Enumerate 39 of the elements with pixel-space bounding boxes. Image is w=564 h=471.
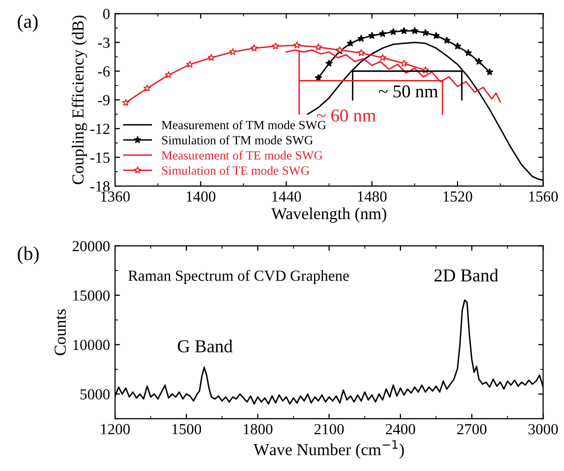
x-tick-label: 2100 <box>314 424 344 434</box>
annotation: 2D Band <box>434 268 498 282</box>
y-tick-label: 15000 <box>73 290 110 301</box>
legend-label: Measurement of TE mode SWG <box>162 150 322 160</box>
y-tick-label: -3 <box>98 38 110 48</box>
x-tick-label: 1480 <box>358 191 387 202</box>
y-tick-label: -18 <box>90 181 110 192</box>
y-tick-label: -12 <box>90 124 110 134</box>
y-tick-label: 20000 <box>72 241 110 252</box>
legend-label: Simulation of TM mode SWG <box>162 136 313 144</box>
x-tick-label: 1200 <box>101 424 130 434</box>
text: (a) <box>18 14 38 32</box>
x-tick-label: 3000 <box>528 424 558 434</box>
y-axis-title: Counts <box>54 309 66 356</box>
annotation: ~ 50 nm <box>378 85 438 98</box>
x-tick-label: 1360 <box>101 191 130 202</box>
x-tick-label: 1440 <box>272 191 301 202</box>
y-tick-label: -15 <box>90 152 110 163</box>
y-tick-label: -6 <box>98 66 110 77</box>
x-tick-label: 1500 <box>172 424 202 434</box>
annotation: ~ 60 nm <box>316 109 376 122</box>
y-tick-label: 10000 <box>73 340 110 350</box>
y-tick-label: 0 <box>103 8 110 20</box>
y-axis-title: Coupling Efficiency (dB) <box>72 16 88 184</box>
x-tick-label: 1560 <box>529 191 558 202</box>
annotation: Raman Spectrum of CVD Graphene <box>128 270 349 284</box>
x-axis-title: Wavelength (nm) <box>271 208 386 223</box>
x-tick-label: 1800 <box>244 424 272 434</box>
x-tick-label: 2400 <box>386 424 416 434</box>
annotation: G Band <box>178 340 233 352</box>
x-tick-label: 2700 <box>457 424 486 434</box>
x-axis-title: Wave Number (cm$^{−1}$) <box>254 440 404 459</box>
x-tick-label: 1520 <box>444 191 472 202</box>
y-tick-label: -9 <box>98 95 110 106</box>
y-tick-label: 5000 <box>80 389 110 400</box>
legend-label: Measurement of TM mode SWG <box>162 120 326 130</box>
x-tick-label: 1400 <box>186 191 216 202</box>
legend-label: Simulation of TE mode SWG <box>162 166 310 175</box>
text: (b) <box>18 246 39 264</box>
